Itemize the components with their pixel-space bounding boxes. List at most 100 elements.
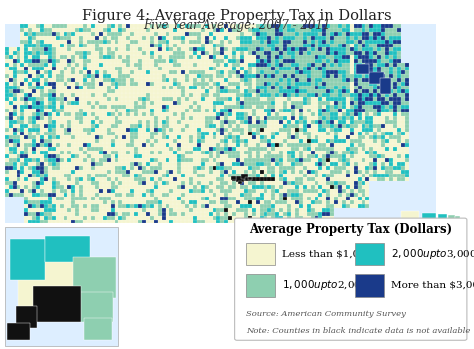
Bar <box>205 116 209 120</box>
Bar <box>369 97 374 101</box>
Bar <box>36 40 40 44</box>
Bar <box>115 44 118 47</box>
Bar <box>56 51 60 55</box>
Bar <box>72 70 75 74</box>
Bar <box>177 181 181 185</box>
Bar <box>346 158 350 162</box>
Bar <box>303 116 307 120</box>
Bar <box>115 170 118 174</box>
Bar <box>299 220 303 223</box>
Bar <box>393 151 397 155</box>
Bar <box>381 24 385 28</box>
Bar <box>28 105 32 109</box>
Bar <box>405 105 409 109</box>
Bar <box>232 55 236 59</box>
Bar <box>326 139 330 143</box>
Bar <box>354 78 358 82</box>
Bar <box>224 174 228 177</box>
Bar <box>248 177 252 180</box>
Bar <box>279 93 283 97</box>
Bar <box>220 55 224 59</box>
Bar <box>224 193 228 196</box>
Bar <box>322 28 326 32</box>
Bar <box>267 120 272 124</box>
Bar <box>193 67 197 70</box>
Bar <box>275 181 279 185</box>
Bar <box>56 112 60 116</box>
Bar <box>5 74 9 78</box>
Bar <box>56 143 60 147</box>
Bar <box>381 132 385 135</box>
Bar <box>275 70 279 74</box>
Bar <box>295 166 299 170</box>
Bar <box>319 86 322 89</box>
Bar <box>346 181 350 185</box>
Bar <box>393 132 397 135</box>
Bar <box>40 78 44 82</box>
Bar <box>75 28 79 32</box>
Bar <box>319 101 322 105</box>
Bar <box>346 86 350 89</box>
Bar <box>91 120 95 124</box>
Bar <box>334 105 338 109</box>
Bar <box>107 151 110 155</box>
Bar <box>185 143 189 147</box>
Bar <box>255 67 260 70</box>
Bar <box>244 139 248 143</box>
Bar <box>56 89 60 93</box>
Bar <box>283 59 287 63</box>
Bar <box>220 216 224 220</box>
Bar <box>240 155 244 158</box>
Bar <box>209 74 212 78</box>
Bar <box>169 55 173 59</box>
Bar <box>299 200 303 204</box>
Bar <box>110 24 115 28</box>
Bar <box>389 116 393 120</box>
Bar <box>110 97 115 101</box>
Bar <box>326 158 330 162</box>
Bar <box>315 177 319 181</box>
Bar <box>299 139 303 143</box>
Bar <box>193 101 197 105</box>
Bar <box>393 82 397 86</box>
Bar <box>217 174 220 177</box>
Bar <box>354 112 358 116</box>
Bar <box>374 132 377 135</box>
Bar <box>362 36 365 40</box>
Bar <box>315 200 319 204</box>
Bar <box>212 74 217 78</box>
Bar <box>362 97 365 101</box>
Bar <box>28 86 32 89</box>
Bar <box>244 220 248 223</box>
Bar <box>150 36 154 40</box>
Bar <box>365 105 369 109</box>
Bar <box>28 44 32 47</box>
Bar <box>193 59 197 63</box>
Bar <box>307 208 310 212</box>
Bar <box>87 200 91 204</box>
Bar <box>315 208 319 212</box>
Bar <box>83 193 87 196</box>
Bar <box>272 51 275 55</box>
Bar <box>272 135 275 139</box>
Bar <box>197 128 201 132</box>
Bar <box>146 40 150 44</box>
Bar <box>91 36 95 40</box>
Bar <box>307 193 310 196</box>
Bar <box>134 200 138 204</box>
Bar <box>158 216 162 220</box>
Bar <box>150 193 154 196</box>
Bar <box>205 204 209 208</box>
Bar <box>28 78 32 82</box>
Bar <box>346 124 350 128</box>
Bar <box>330 24 334 28</box>
Bar <box>283 120 287 124</box>
Bar <box>232 116 236 120</box>
Bar <box>330 166 334 170</box>
Bar <box>67 216 72 220</box>
Bar <box>138 74 142 78</box>
Bar <box>334 101 338 105</box>
Bar <box>232 63 236 67</box>
Bar <box>87 70 91 74</box>
Bar <box>103 181 107 185</box>
